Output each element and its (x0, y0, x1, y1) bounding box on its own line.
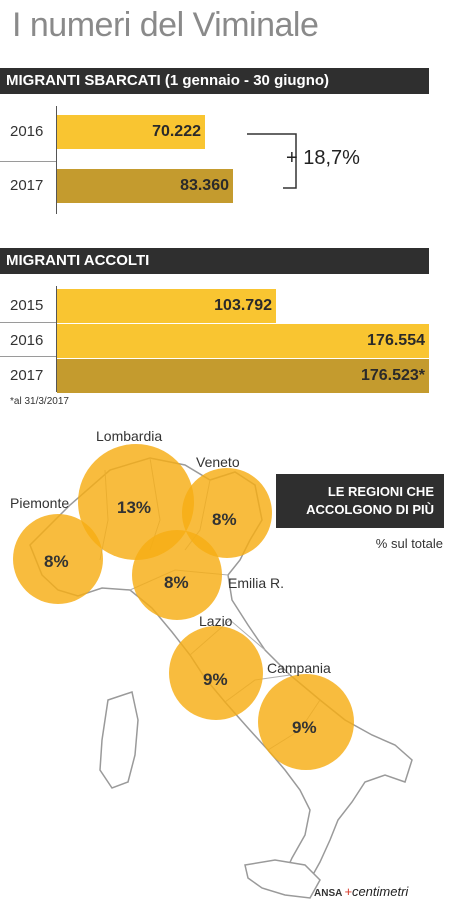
year-label: 2016 (10, 123, 44, 140)
credit-agency: ANSA (314, 888, 343, 899)
bar: 83.360 (57, 169, 233, 203)
region-pct-campania: 9% (292, 718, 317, 737)
bar-value-label: 176.523* (360, 367, 425, 384)
year-label: 2016 (10, 332, 44, 349)
bar: 176.554 (57, 324, 429, 358)
bar: 70.222 (57, 115, 205, 149)
separator-accolti-1 (0, 322, 56, 323)
region-pct-piemonte: 8% (44, 552, 69, 571)
map-legend-title: LE REGIONI CHE ACCOLGONO DI PIÙ (276, 474, 444, 528)
circle-lazio (169, 626, 263, 720)
page-title: I numeri del Viminale (12, 6, 319, 44)
region-pct-lazio: 9% (203, 670, 228, 689)
bar-value-label: 83.360 (180, 177, 229, 194)
region-pct-lombardia: 13% (117, 498, 152, 517)
bar-value-label: 70.222 (152, 123, 201, 140)
legend-title-line2: ACCOLGONO DI PIÙ (306, 502, 434, 517)
legend-title-line1: LE REGIONI CHE (327, 484, 434, 499)
circle-veneto (182, 468, 272, 558)
region-label-piemonte: Piemonte (10, 495, 70, 511)
bar-value-label: 176.554 (367, 332, 425, 349)
axis-line-sbarcati (56, 106, 57, 214)
legend-subtitle: % sul totale (375, 536, 443, 551)
region-pct-veneto: 8% (212, 510, 237, 529)
credit-brand: centimetri (351, 884, 409, 899)
separator-sbarcati (0, 161, 56, 162)
section-header-sbarcati: MIGRANTI SBARCATI (1 gennaio - 30 giugno… (0, 68, 429, 94)
circle-campania (258, 674, 354, 770)
circle-piemonte (13, 514, 103, 604)
credit-brand-prefix: + (344, 884, 352, 899)
section-header-accolti: MIGRANTI ACCOLTI (0, 248, 429, 274)
region-label-veneto: Veneto (196, 454, 240, 470)
year-label: 2017 (10, 177, 44, 194)
circle-lombardia (78, 444, 194, 560)
bar: 176.523* (57, 359, 429, 393)
credit: ANSA +centimetri (314, 884, 408, 899)
year-label: 2015 (10, 297, 44, 314)
year-label: 2017 (10, 367, 44, 384)
delta-label: + 18,7% (286, 147, 360, 169)
bar: 103.792 (57, 289, 276, 323)
bar-value-label: 103.792 (214, 297, 272, 314)
region-label-emilia: Emilia R. (228, 575, 285, 591)
footnote: *al 31/3/2017 (10, 396, 69, 407)
italy-map (13, 444, 413, 899)
region-label-lazio: Lazio (199, 613, 233, 629)
region-label-lombardia: Lombardia (96, 428, 163, 444)
separator-accolti-2 (0, 356, 56, 357)
circle-emilia (132, 530, 222, 620)
region-pct-emilia: 8% (164, 573, 189, 592)
region-label-campania: Campania (267, 660, 331, 676)
axis-line-accolti (56, 286, 57, 392)
